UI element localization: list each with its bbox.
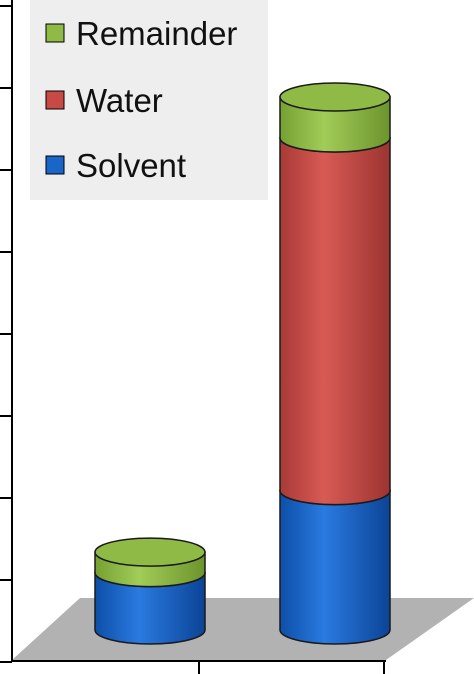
legend-label-remainder: Remainder	[76, 15, 237, 52]
bar-segment-body	[279, 137, 391, 506]
legend-swatch-water	[45, 90, 65, 110]
bar-segment-body	[94, 571, 206, 645]
bar-segment-remainder	[279, 82, 391, 153]
legend-swatch-remainder	[45, 23, 65, 43]
legend-label-solvent: Solvent	[76, 147, 186, 184]
bar-segment-remainder	[94, 537, 206, 588]
bar-segment-body	[279, 489, 391, 645]
legend-label-water: Water	[76, 82, 163, 119]
bars-group	[94, 82, 391, 645]
legend: Remainder Water Solvent	[30, 0, 268, 200]
bar-segment-body	[279, 96, 391, 153]
chart-floor	[12, 598, 474, 660]
bar-segment-water	[279, 123, 391, 506]
legend-box	[30, 0, 268, 200]
bar-segment-top	[94, 537, 206, 567]
legend-swatch-solvent	[45, 155, 65, 175]
y-axis-ticks	[0, 5, 12, 663]
bar-segment-top	[279, 82, 391, 112]
